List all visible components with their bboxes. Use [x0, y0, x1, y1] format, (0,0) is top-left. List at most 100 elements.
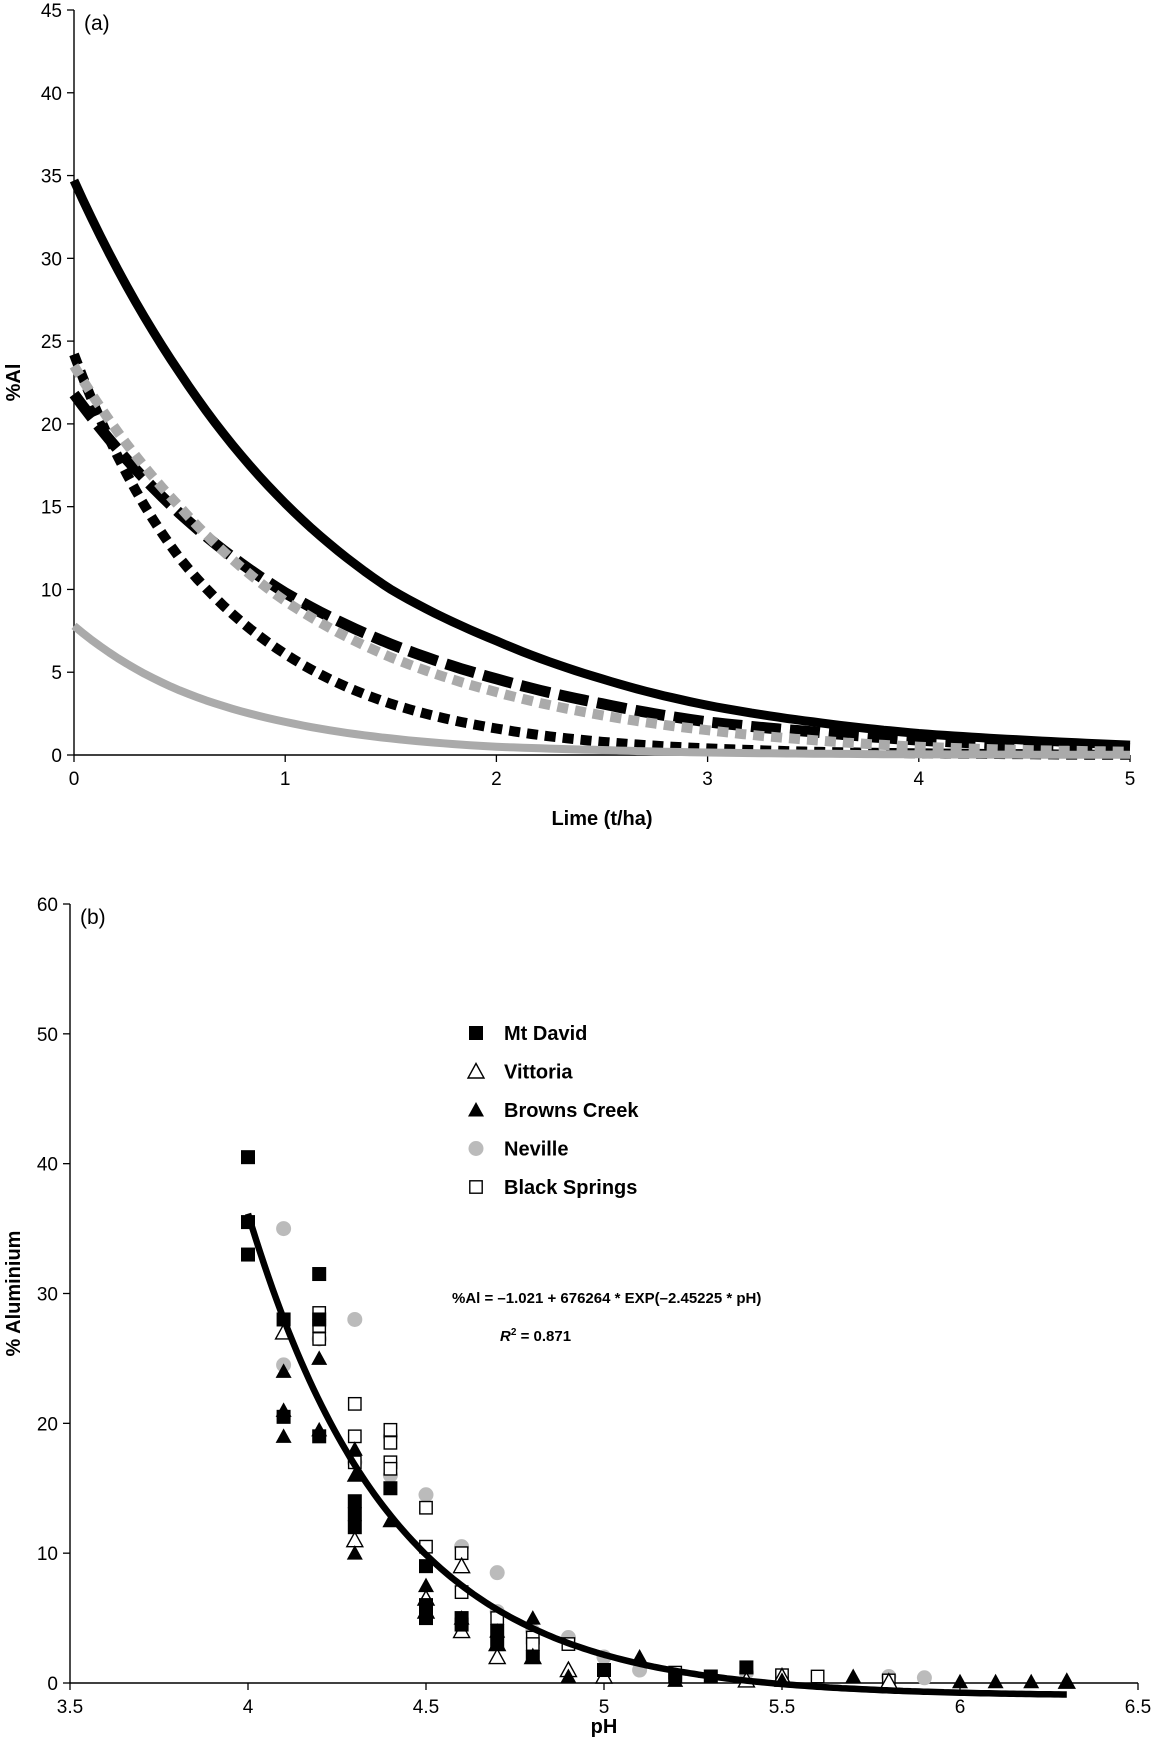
x-tick-label: 0	[69, 769, 80, 790]
x-tick-label: 2	[491, 769, 502, 790]
point-neville	[347, 1311, 363, 1327]
r-squared-symbol: R	[500, 1328, 511, 1345]
point-browns-creek	[346, 1441, 363, 1456]
x-tick-label: 5.5	[769, 1697, 795, 1718]
point-neville	[276, 1221, 292, 1237]
point-neville	[418, 1487, 434, 1503]
fit-curve	[244, 1212, 1067, 1698]
point-browns-creek	[952, 1673, 968, 1689]
point-mt-david	[241, 1247, 255, 1262]
y-tick-label: 10	[41, 580, 62, 601]
point-vittoria	[452, 1556, 471, 1574]
x-axis-title: Lime (t/ha)	[551, 808, 652, 830]
legend-label: Mt David	[504, 1023, 587, 1045]
point-browns-creek	[275, 1428, 292, 1443]
x-tick-label: 4	[243, 1697, 254, 1718]
y-tick-label: 60	[37, 895, 58, 916]
point-mt-david	[347, 1520, 362, 1535]
point-browns-creek	[311, 1350, 328, 1365]
point-black-springs	[312, 1332, 327, 1346]
r-squared-exponent: 2	[511, 1327, 517, 1338]
point-browns-creek	[987, 1673, 1004, 1689]
point-browns-creek	[418, 1577, 434, 1593]
point-mt-david	[525, 1650, 540, 1665]
x-tick-label: 1	[280, 769, 291, 790]
point-black-springs	[810, 1669, 825, 1684]
point-mt-david	[419, 1559, 433, 1574]
point-mt-david	[312, 1312, 327, 1327]
legend-marker-vittoria	[466, 1062, 486, 1079]
point-mt-david	[347, 1494, 362, 1509]
y-tick-label: 0	[47, 1674, 58, 1695]
point-mt-david	[490, 1624, 505, 1639]
panel-label: (a)	[84, 12, 110, 35]
point-black-springs	[383, 1435, 398, 1450]
legend-label: Browns Creek	[504, 1100, 639, 1122]
y-tick-label: 40	[37, 1155, 58, 1176]
legend-label: Black Springs	[504, 1177, 637, 1199]
legend-marker-black-springs	[469, 1180, 483, 1194]
point-black-springs	[419, 1500, 433, 1515]
y-tick-label: 35	[41, 167, 62, 188]
point-browns-creek	[346, 1545, 363, 1560]
y-axis-title: %Al	[3, 364, 25, 402]
point-mt-david	[597, 1663, 611, 1678]
x-tick-label: 5	[599, 1697, 610, 1718]
y-tick-label: 15	[41, 498, 62, 519]
point-black-springs	[347, 1429, 362, 1444]
panel-label: (b)	[80, 906, 106, 929]
point-vittoria	[488, 1647, 507, 1665]
point-mt-david	[312, 1429, 327, 1444]
y-tick-label: 30	[41, 249, 62, 270]
y-tick-label: 30	[37, 1285, 58, 1306]
y-tick-label: 10	[37, 1544, 58, 1565]
point-browns-creek	[524, 1610, 541, 1625]
point-black-springs	[383, 1422, 398, 1437]
fit-equation: %Al = –1.021 + 676264 * EXP(–2.45225 * p…	[452, 1290, 761, 1307]
legend-marker-mt-david	[469, 1026, 483, 1040]
y-tick-label: 5	[51, 663, 62, 684]
point-vittoria	[345, 1530, 364, 1548]
y-tick-label: 20	[41, 415, 62, 436]
y-tick-label: 25	[41, 332, 62, 353]
legend-label: Neville	[504, 1139, 568, 1161]
y-axis-title: % Aluminium	[3, 1231, 25, 1357]
legend-marker-browns-creek	[468, 1102, 484, 1117]
point-mt-david	[276, 1409, 291, 1424]
point-browns-creek	[275, 1363, 292, 1378]
y-tick-label: 20	[37, 1414, 58, 1435]
y-tick-label: 40	[41, 84, 62, 105]
x-tick-label: 6	[955, 1697, 966, 1718]
x-tick-label: 4	[914, 769, 925, 790]
series-line-1	[69, 178, 1131, 750]
point-browns-creek	[1058, 1673, 1075, 1689]
y-tick-label: 50	[37, 1025, 58, 1046]
x-tick-label: 5	[1125, 769, 1136, 790]
y-tick-label: 45	[41, 1, 62, 22]
x-axis-title: pH	[591, 1716, 618, 1738]
point-browns-creek	[845, 1668, 862, 1684]
point-browns-creek	[346, 1467, 363, 1482]
legend-label: Vittoria	[504, 1062, 573, 1084]
point-mt-david	[419, 1598, 433, 1613]
y-tick-label: 0	[51, 746, 62, 767]
series-line-4	[69, 363, 1131, 757]
point-mt-david	[241, 1150, 255, 1165]
point-mt-david	[739, 1660, 754, 1675]
legend-marker-neville	[468, 1141, 484, 1156]
r-squared-value: = 0.871	[516, 1328, 571, 1345]
point-mt-david	[490, 1637, 505, 1652]
point-mt-david	[312, 1267, 327, 1282]
point-mt-david	[454, 1617, 469, 1632]
point-neville	[489, 1565, 505, 1581]
x-tick-label: 6.5	[1125, 1697, 1151, 1718]
point-mt-david	[347, 1507, 362, 1522]
point-black-springs	[383, 1461, 398, 1476]
legend: Mt David Vittoria Browns Creek Neville Black…	[466, 1023, 639, 1199]
x-tick-label: 3	[702, 769, 713, 790]
r-squared: R2 = 0.871	[500, 1327, 571, 1345]
point-neville	[916, 1670, 932, 1686]
point-black-springs	[347, 1396, 362, 1411]
